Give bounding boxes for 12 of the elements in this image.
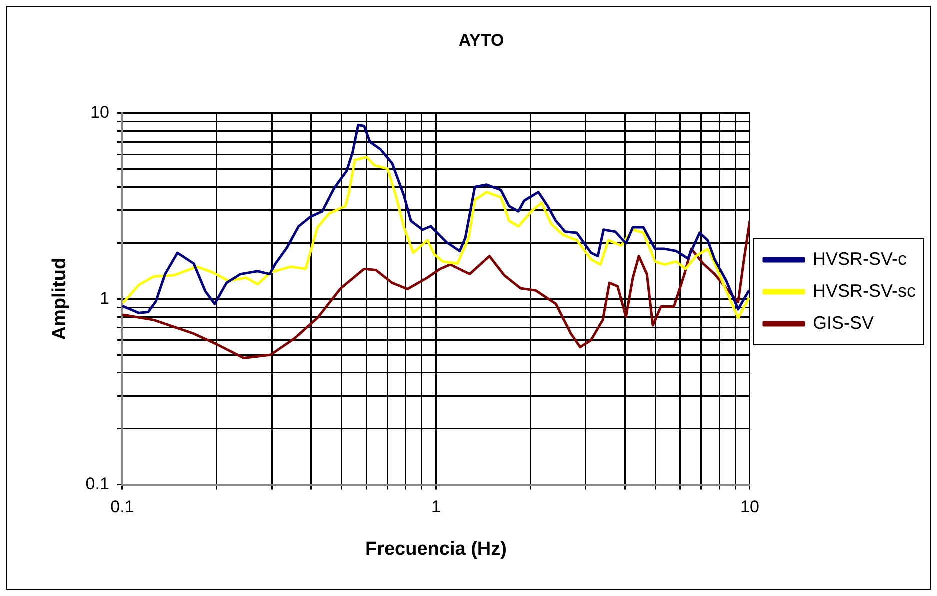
x-tick-label: 1: [431, 498, 441, 517]
y-tick-label: 1: [100, 288, 110, 308]
x-axis-title: Frecuencia (Hz): [365, 538, 507, 560]
legend-label: GIS-SV: [812, 312, 874, 333]
x-tick-label: 0.1: [110, 498, 134, 517]
y-tick-label: 0.1: [86, 474, 110, 494]
y-axis-title: Amplitud: [50, 258, 71, 340]
legend-label: HVSR-SV-sc: [812, 280, 916, 301]
chart-title: AYTO: [458, 30, 504, 50]
legend-label: HVSR-SV-c: [812, 248, 908, 269]
x-tick-label: 10: [740, 498, 760, 517]
y-tick-label: 10: [90, 103, 110, 122]
